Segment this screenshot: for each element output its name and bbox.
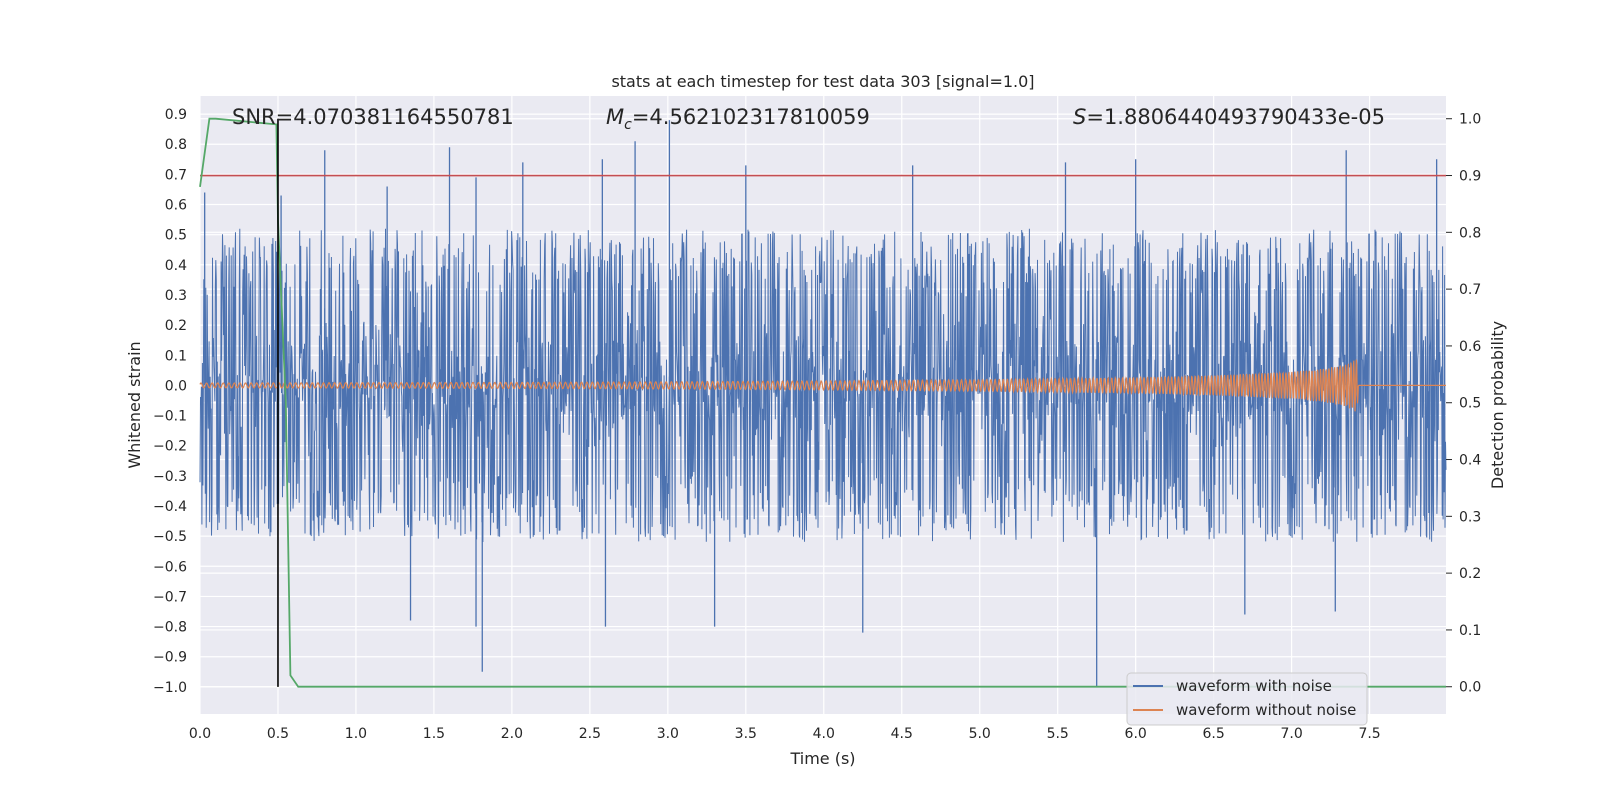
- y-right-tick-label: 0.0: [1459, 680, 1481, 696]
- y-tick-label: 0.4: [165, 258, 187, 274]
- y-tick-label: 0.8: [165, 137, 187, 153]
- x-tick-label: 2.0: [501, 726, 523, 742]
- ticks: 0.0 0.5 1.0 1.5 2.0 2.5 3.0 3.5 4.0 4.5 5.0 5.5 6.0 6…: [153, 107, 1481, 742]
- y-tick-label: 0.6: [165, 198, 187, 214]
- y-tick-label: −0.5: [153, 529, 187, 545]
- y-tick-label: −0.1: [153, 409, 187, 425]
- s-value: =1.8806440493790433e-05: [1086, 105, 1385, 129]
- y-tick-label: 0.3: [165, 288, 187, 304]
- y-axis-label: Whitened strain: [125, 341, 144, 468]
- chart-title: stats at each timestep for test data 303…: [611, 72, 1034, 91]
- y-tick-label: 0.1: [165, 348, 187, 364]
- mc-symbol: M: [606, 105, 624, 129]
- y-tick-label: 0.0: [165, 378, 187, 394]
- y-right-tick-label: 0.2: [1459, 566, 1481, 582]
- s-symbol: S: [1073, 105, 1086, 129]
- x-tick-label: 2.5: [579, 726, 601, 742]
- noise-waveform-line: [199, 228, 1447, 543]
- x-tick-label: 7.0: [1280, 726, 1302, 742]
- chirp-mass-annotation: Mc=4.562102317810059: [606, 105, 870, 133]
- legend-label-clean: waveform without noise: [1176, 701, 1356, 719]
- x-tick-label: 6.0: [1125, 726, 1147, 742]
- y-tick-label: 0.7: [165, 167, 187, 183]
- y-tick-label: −0.4: [153, 499, 187, 515]
- x-tick-label: 1.0: [345, 726, 367, 742]
- legend-box: [1126, 672, 1368, 726]
- x-axis-label: Time (s): [789, 749, 855, 768]
- y-tick-label: 0.2: [165, 318, 187, 334]
- x-tick-label: 5.5: [1047, 726, 1069, 742]
- x-tick-label: 1.5: [423, 726, 445, 742]
- legend-label-noise: waveform with noise: [1176, 677, 1332, 695]
- x-tick-label: 5.0: [969, 726, 991, 742]
- x-tick-label: 7.5: [1358, 726, 1380, 742]
- x-tick-label: 4.0: [813, 726, 835, 742]
- x-tick-label: 0.0: [189, 726, 211, 742]
- marks: [199, 117, 1447, 688]
- x-tick-label: 6.5: [1203, 726, 1225, 742]
- y-tick-label: −0.2: [153, 439, 187, 455]
- y-right-tick-label: 0.5: [1459, 396, 1481, 412]
- y-right-tick-label: 0.3: [1459, 509, 1481, 525]
- y-tick-label: −0.8: [153, 620, 187, 636]
- y-right-tick-label: 1.0: [1459, 112, 1481, 128]
- x-tick-label: 0.5: [267, 726, 289, 742]
- y-tick-label: 0.5: [165, 228, 187, 244]
- y-right-tick-label: 0.8: [1459, 225, 1481, 241]
- y-right-tick-label: 0.9: [1459, 169, 1481, 185]
- y-tick-label: −0.3: [153, 469, 187, 485]
- s-annotation: S=1.8806440493790433e-05: [1073, 105, 1385, 129]
- mc-value: =4.562102317810059: [632, 105, 870, 129]
- y-tick-label: −0.7: [153, 589, 187, 605]
- y-right-tick-label: 0.1: [1459, 623, 1481, 639]
- x-tick-label: 3.5: [735, 726, 757, 742]
- x-tick-label: 4.5: [891, 726, 913, 742]
- legend: waveform with noise waveform without noi…: [1126, 672, 1368, 726]
- mc-subscript: c: [624, 117, 632, 133]
- y-tick-label: −1.0: [153, 680, 187, 696]
- y-right-tick-label: 0.7: [1459, 282, 1481, 298]
- clean-waveform-line: [199, 359, 1446, 412]
- y-right-tick-label: 0.4: [1459, 453, 1481, 469]
- y-tick-label: −0.9: [153, 650, 187, 666]
- x-tick-label: 3.0: [657, 726, 679, 742]
- y-right-tick-label: 0.6: [1459, 339, 1481, 355]
- y-tick-label: 0.9: [165, 107, 187, 123]
- snr-annotation: SNR=4.070381164550781: [232, 105, 514, 129]
- y-tick-label: −0.6: [153, 559, 187, 575]
- y-axis-right-label: Detection probability: [1488, 321, 1507, 489]
